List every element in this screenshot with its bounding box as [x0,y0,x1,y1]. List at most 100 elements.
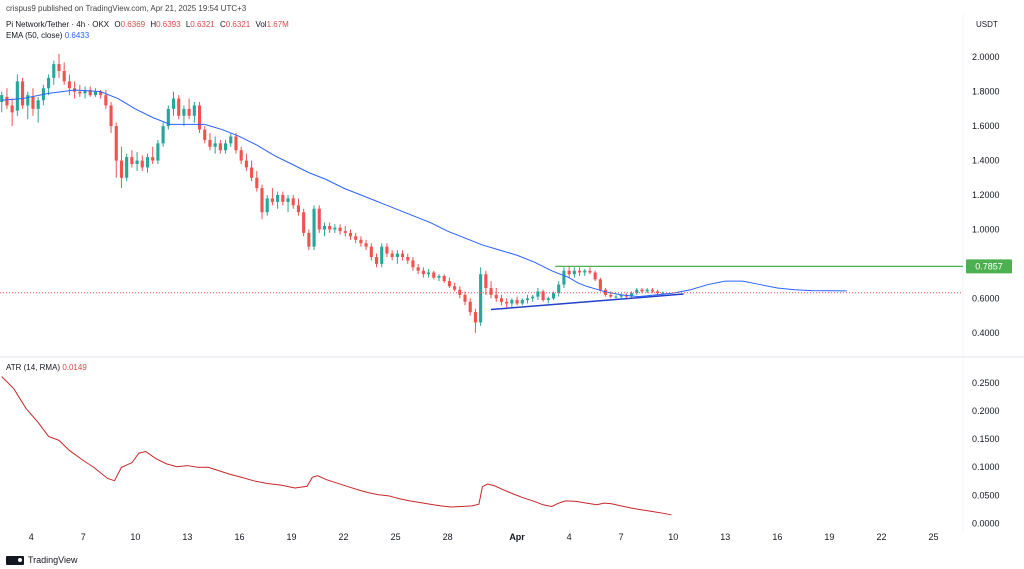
candle-body [281,195,285,202]
x-tick-label: 16 [772,532,782,542]
candle-body [354,236,358,240]
candle-body [57,64,61,71]
candle-body [583,270,587,273]
candle-body [244,160,248,168]
candle-body [296,205,301,213]
candle-body [421,270,425,275]
low-label: L [185,20,191,29]
atr-y-tick-label: 0.2000 [972,406,1000,416]
candle-body [224,143,228,151]
candle-body [286,198,290,202]
candle-body [31,96,35,109]
candle-body [104,95,108,106]
candle-body [395,253,399,257]
candle-body [114,126,118,161]
atr-legend: ATR (14, RMA) 0.0149 [6,363,87,372]
candle-body [218,143,222,151]
x-tick-label: 7 [81,532,86,542]
candle-body [208,139,212,147]
x-tick-label: 25 [391,532,401,542]
candle-body [416,267,420,271]
candle-body [640,289,644,292]
candle-body [525,298,530,301]
atr-y-tick-label: 0.0500 [972,490,1000,500]
close-label: C [219,20,226,29]
currency-label: USDT [976,20,998,29]
candle-body [650,289,654,292]
candle-body [317,208,321,230]
candle-body [26,95,30,106]
candle-body [494,294,498,299]
candle-body [140,160,144,168]
candle-body [62,71,66,82]
candle-body [161,126,165,144]
candle-body [343,231,347,233]
x-tick-label: Apr [509,532,525,542]
tradingview-logo-icon [6,555,24,565]
x-tick-label: 13 [182,532,192,542]
candle-body [270,198,274,202]
candle-body [551,293,556,299]
candle-body [0,95,4,102]
candle-body [276,195,280,202]
candle-body [572,270,576,275]
candle-body [187,108,191,116]
candle-body [619,294,623,297]
x-tick-label: 28 [443,532,453,542]
candle-body [463,294,467,302]
x-tick-label: 22 [876,532,886,542]
candle-body [593,272,597,280]
atr-y-tick-label: 0.1000 [972,462,1000,472]
candle-body [489,288,493,295]
x-tick-label: 19 [824,532,834,542]
candle-body [432,272,436,278]
candle-body [109,105,113,127]
candle-body [47,77,51,89]
candle-body [93,91,97,96]
candle-body [510,300,514,304]
candle-body [390,253,394,257]
candle-body [78,91,82,94]
price-y-tick-label: 1.4000 [972,156,1000,166]
candle-body [447,281,451,287]
tradingview-brand-text: TradingView [28,555,78,565]
volume-value: 1.67M [266,20,289,29]
x-tick-label: 19 [286,532,296,542]
candle-body [635,289,639,294]
candle-body [291,198,295,206]
candle-body [505,301,509,304]
ema-line [1,89,847,298]
resistance-price-label: 0.7857 [975,261,1003,271]
candle-body [468,301,472,313]
symbol-name: Pi Network/Tether · 4h · OKX [6,20,110,29]
candle-body [484,274,488,288]
candle-body [531,296,535,299]
candle-body [15,81,19,111]
candle-body [562,270,566,285]
candle-body [203,129,207,140]
candle-body [52,64,56,78]
candle-body [411,260,415,268]
atr-value: 0.0149 [62,363,87,372]
candle-body [312,208,316,247]
high-label: H [150,20,157,29]
candle-body [567,270,571,275]
candle-body [645,289,649,292]
candle-body [479,274,483,323]
candle-body [239,150,243,161]
candle-body [541,291,545,301]
candle-body [348,232,353,237]
candle-body [499,298,504,302]
price-y-tick-label: 1.6000 [972,121,1000,131]
candle-body [364,243,368,247]
candle-body [437,275,441,278]
candle-body [302,212,306,233]
candle-body [588,270,592,273]
candle-body [166,108,170,127]
candle-body [374,257,379,264]
candle-body [577,270,582,273]
high-value: 0.6393 [156,20,181,29]
candle-body [307,232,311,247]
candle-body [213,143,217,147]
